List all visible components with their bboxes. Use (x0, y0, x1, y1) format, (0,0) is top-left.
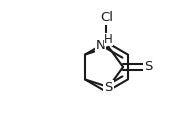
Text: H: H (104, 33, 113, 46)
Text: S: S (104, 81, 113, 94)
Text: S: S (144, 60, 152, 74)
Text: N: N (95, 39, 105, 52)
Text: Cl: Cl (100, 11, 113, 24)
